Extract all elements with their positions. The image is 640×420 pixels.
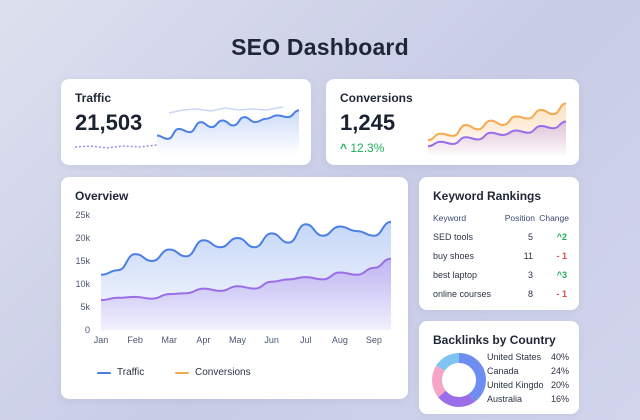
change-col-header: Change	[539, 213, 569, 223]
keyword-change: - 1	[537, 251, 567, 261]
conversions-change-value: 12.3%	[350, 141, 385, 155]
conversions-value: 1,245	[340, 110, 396, 135]
backlink-country: United States	[487, 352, 542, 362]
arrow-up-icon: ^	[556, 270, 562, 280]
backlink-country: Canada	[487, 366, 519, 376]
traffic-series-line	[100, 220, 392, 276]
keyword-name: SED tools	[433, 232, 474, 242]
x-tick-label: Mar	[161, 335, 177, 345]
y-tick-label: 0	[85, 325, 90, 335]
traffic-sparkline	[74, 106, 300, 155]
traffic-sparkline-line	[156, 109, 300, 140]
donut-slice	[432, 353, 486, 407]
conversions-card-title: Conversions	[340, 91, 413, 105]
legend-swatch-conversions	[175, 372, 189, 374]
conversions-sparkline	[427, 102, 567, 155]
keyword-change: ^3	[537, 270, 567, 280]
donut-slice	[432, 353, 486, 407]
keyword-change: ^2	[537, 232, 567, 242]
x-tick-label: Jul	[300, 335, 312, 345]
backlink-row[interactable]: Canada 24%	[487, 365, 569, 379]
traffic-card-title: Traffic	[75, 91, 112, 105]
backlinks-list: United States 40% Canada 24% United King…	[487, 351, 569, 407]
conversions-sparkline-orange-line	[427, 102, 567, 142]
keyword-row[interactable]: buy shoes 11 - 1	[433, 247, 571, 266]
traffic-sparkline-dotted	[74, 144, 158, 149]
keyword-change-value: 2	[561, 232, 567, 242]
x-tick-label: May	[229, 335, 247, 345]
x-tick-label: Feb	[127, 335, 143, 345]
backlink-share: 40%	[550, 352, 569, 362]
backlink-country: United Kingdo	[487, 380, 544, 390]
keyword-table-header: Keyword Position Change	[433, 209, 571, 228]
keyword-row[interactable]: SED tools 5 ^2	[433, 228, 571, 247]
keyword-row[interactable]: best laptop 3 ^3	[433, 266, 571, 285]
x-tick-label: Jun	[264, 335, 279, 345]
keyword-position: 5	[527, 232, 533, 242]
legend-label-traffic: Traffic	[117, 367, 145, 378]
backlink-row[interactable]: Australia 16%	[487, 393, 569, 407]
overview-legend: Traffic Conversions	[97, 367, 297, 381]
keyword-name: online courses	[433, 289, 492, 299]
traffic-sparkline-ghost	[168, 106, 284, 114]
conversions-sparkline-purple-area	[428, 121, 566, 155]
arrow-up-icon: ^	[340, 141, 348, 155]
y-tick-label: 15k	[75, 256, 90, 266]
backlink-share: 16%	[550, 394, 569, 404]
conversions-series-line	[100, 257, 392, 302]
keyword-change-value: 1	[561, 289, 567, 299]
overview-chart: 25k 20k 15k 10k 5k 0 Jan Feb Mar Apr May Jun Jul Aug S…	[75, 210, 392, 345]
traffic-sparkline-area	[157, 110, 299, 155]
minus-icon: -	[556, 251, 562, 261]
keyword-name: best laptop	[433, 270, 478, 280]
keyword-row[interactable]: online courses 8 - 1	[433, 285, 571, 304]
y-tick-label: 20k	[75, 233, 90, 243]
backlinks-donut-chart	[432, 353, 486, 407]
backlink-row[interactable]: United States 40%	[487, 351, 569, 365]
keyword-position: 11	[523, 251, 533, 261]
y-tick-label: 5k	[80, 302, 90, 312]
backlink-share: 20%	[550, 380, 569, 390]
donut-slice	[432, 353, 486, 407]
keyword-position: 8	[527, 289, 533, 299]
x-tick-label: Jan	[94, 335, 109, 345]
keyword-table: Keyword Position Change SED tools 5 ^2 b…	[433, 209, 571, 304]
page-title: SEO Dashboard	[231, 34, 409, 60]
conversions-series-area	[101, 258, 391, 330]
keyword-rankings-card[interactable]: Keyword Rankings Keyword Position Change…	[419, 177, 579, 310]
keyword-name: buy shoes	[433, 251, 475, 261]
minus-icon: -	[556, 289, 562, 299]
backlink-row[interactable]: United Kingdo 20%	[487, 379, 569, 393]
arrow-up-icon: ^	[556, 232, 562, 242]
backlinks-title: Backlinks by Country	[433, 333, 556, 347]
keyword-change-value: 3	[561, 270, 567, 280]
legend-label-conversions: Conversions	[195, 367, 251, 378]
backlinks-card[interactable]: Backlinks by Country United States 40% C…	[419, 321, 579, 414]
conversions-change: ^ 12.3%	[340, 141, 384, 155]
keyword-change: - 1	[537, 289, 567, 299]
overview-title: Overview	[75, 189, 129, 203]
traffic-value: 21,503	[75, 110, 143, 135]
keyword-position: 3	[527, 270, 533, 280]
x-tick-label: Sep	[366, 335, 382, 345]
x-tick-label: Aug	[332, 335, 348, 345]
y-tick-label: 25k	[75, 210, 90, 220]
keyword-col-header: Keyword	[433, 213, 467, 223]
keyword-change-value: 1	[561, 251, 567, 261]
backlink-country: Australia	[487, 394, 523, 404]
keyword-rankings-title: Keyword Rankings	[433, 189, 542, 203]
legend-swatch-traffic	[97, 372, 111, 374]
traffic-card[interactable]: Traffic 21,503	[61, 79, 311, 165]
position-col-header: Position	[504, 213, 535, 223]
backlink-share: 24%	[550, 366, 569, 376]
x-tick-label: Apr	[196, 335, 210, 345]
y-tick-label: 10k	[75, 279, 90, 289]
conversions-card[interactable]: Conversions 1,245 ^ 12.3%	[326, 79, 579, 165]
overview-card[interactable]: Overview 25k 20k 15k 10k 5k 0 Jan Feb Mar Apr May J…	[61, 177, 408, 399]
conversions-sparkline-purple-line	[427, 120, 567, 148]
